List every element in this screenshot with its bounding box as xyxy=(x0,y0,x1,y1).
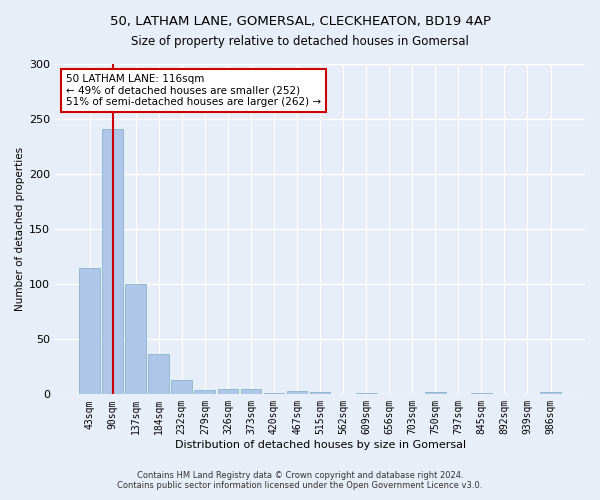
Bar xyxy=(287,391,307,394)
Bar xyxy=(79,268,100,394)
Y-axis label: Number of detached properties: Number of detached properties xyxy=(15,147,25,311)
Bar xyxy=(102,129,123,394)
Bar xyxy=(310,392,331,394)
Text: Contains HM Land Registry data © Crown copyright and database right 2024.
Contai: Contains HM Land Registry data © Crown c… xyxy=(118,470,482,490)
Bar xyxy=(194,390,215,394)
Bar xyxy=(425,392,446,394)
Bar xyxy=(125,284,146,395)
X-axis label: Distribution of detached houses by size in Gomersal: Distribution of detached houses by size … xyxy=(175,440,466,450)
Bar xyxy=(148,354,169,395)
Bar xyxy=(172,380,192,394)
Bar xyxy=(263,393,284,394)
Bar xyxy=(356,393,377,394)
Text: 50, LATHAM LANE, GOMERSAL, CLECKHEATON, BD19 4AP: 50, LATHAM LANE, GOMERSAL, CLECKHEATON, … xyxy=(110,15,491,28)
Bar xyxy=(471,393,492,394)
Text: 50 LATHAM LANE: 116sqm
← 49% of detached houses are smaller (252)
51% of semi-de: 50 LATHAM LANE: 116sqm ← 49% of detached… xyxy=(66,74,321,107)
Bar xyxy=(241,389,262,394)
Bar xyxy=(218,389,238,394)
Bar xyxy=(540,392,561,394)
Text: Size of property relative to detached houses in Gomersal: Size of property relative to detached ho… xyxy=(131,35,469,48)
